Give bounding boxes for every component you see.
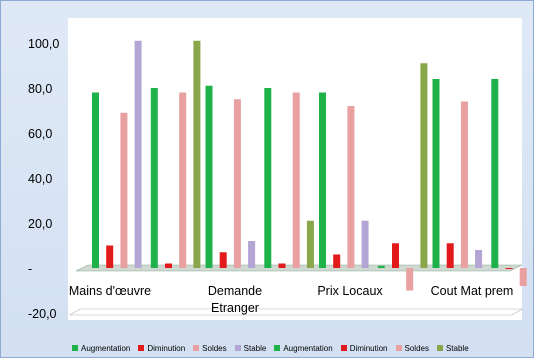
bar-soldes <box>460 101 468 268</box>
chart-bottom-floor <box>68 308 524 316</box>
bar-stable <box>361 220 369 268</box>
bars <box>92 40 534 291</box>
y-tick-label: 60,0 <box>28 127 52 141</box>
bar-diminution <box>219 252 227 268</box>
bar-diminution <box>392 243 399 268</box>
legend-swatch <box>436 345 443 351</box>
legend-item: Augmentation <box>72 344 130 353</box>
bar-augmentation <box>92 92 99 268</box>
legend-swatch <box>234 345 241 351</box>
legend-item: Diminution <box>340 343 388 353</box>
legend-label: Soldes <box>404 343 429 353</box>
category-labels: Mains d'œuvre Demande Etranger Prix Locaux C… <box>69 284 513 315</box>
bar-soldes <box>519 268 527 286</box>
legend-swatch <box>72 345 78 351</box>
chart-svg: 100,0 80,0 60,0 40,0 20,0 - -20,0 Mains d'œuvr… <box>28 37 534 321</box>
bar-soldes <box>347 106 355 268</box>
bar-diminution <box>505 268 513 269</box>
legend-label: Stable <box>243 343 267 353</box>
bar-soldes <box>179 92 187 268</box>
y-tick-label: -20,0 <box>28 307 57 321</box>
bar-stable <box>193 40 201 268</box>
bar-augmentation <box>150 88 158 268</box>
bar-stable <box>420 63 428 268</box>
bar-stable <box>306 220 314 268</box>
bar-diminution <box>165 263 172 268</box>
legend-swatch <box>138 345 145 351</box>
bar-stable <box>475 250 483 268</box>
legend-item: Stable <box>436 343 469 353</box>
bar-stable <box>134 40 142 268</box>
y-tick-label: 20,0 <box>28 217 52 231</box>
bar-soldes <box>406 268 414 291</box>
legend-item: Soldes <box>395 343 429 353</box>
legend-item: Diminution <box>138 344 185 353</box>
legend-item: Soldes <box>193 343 227 353</box>
category-label: Prix Locaux <box>317 284 383 298</box>
bar-stable <box>248 241 256 268</box>
legend-label: Stable <box>445 343 469 353</box>
bar-soldes <box>292 92 300 268</box>
bar-augmentation <box>432 79 440 268</box>
legend-item: Augmentation <box>274 343 333 353</box>
category-label: Etranger <box>211 301 259 315</box>
y-tick-label: - <box>28 262 32 276</box>
category-label: Cout Mat prem <box>431 284 514 298</box>
bar-augmentation <box>205 85 213 268</box>
bar-augmentation <box>377 265 385 268</box>
bar-augmentation <box>264 88 272 268</box>
y-tick-label: 40,0 <box>28 172 52 186</box>
bar-soldes <box>233 99 241 268</box>
bar-soldes <box>120 112 128 268</box>
y-axis: 100,0 80,0 60,0 40,0 20,0 - -20,0 <box>28 37 524 321</box>
legend: Augmentation Diminution Soldes Stable Augmen… <box>72 341 473 355</box>
legend-swatch <box>395 345 402 351</box>
bar-diminution <box>278 263 286 268</box>
bar-augmentation <box>491 79 499 268</box>
category-label: Mains d'œuvre <box>69 284 151 298</box>
bar-diminution <box>333 254 341 268</box>
legend-item: Stable <box>234 343 267 353</box>
legend-swatch <box>274 345 281 351</box>
legend-label: Augmentation <box>283 343 333 353</box>
y-tick-label: 100,0 <box>28 37 59 51</box>
y-tick-label: 80,0 <box>28 82 52 96</box>
legend-label: Augmentation <box>81 343 131 353</box>
legend-swatch <box>340 345 347 351</box>
category-label: Demande <box>208 284 262 298</box>
legend-swatch <box>193 345 200 351</box>
legend-label: Diminution <box>349 343 388 353</box>
legend-label: Diminution <box>147 343 186 353</box>
bar-augmentation <box>319 92 326 268</box>
legend-label: Soldes <box>202 343 227 353</box>
bar-diminution <box>106 245 114 268</box>
bar-diminution <box>446 243 454 268</box>
